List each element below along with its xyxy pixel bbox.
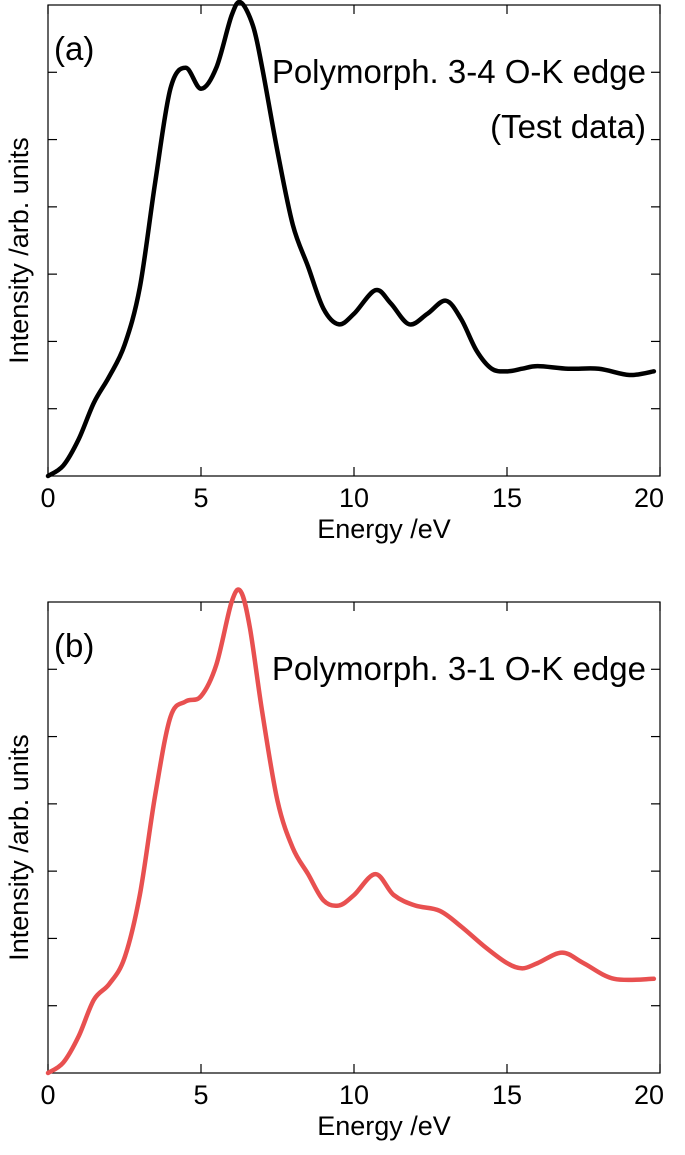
chart-title: Polymorph. 3-1 O-K edge — [272, 650, 646, 687]
series-line — [45, 587, 657, 1076]
panel-b: 0 5 10 15 20 (b) Polymorph. 3-1 O-K edge Ene… — [4, 587, 664, 1141]
x-tick-label: 15 — [492, 1080, 522, 1110]
x-tick-label: 20 — [634, 483, 664, 513]
panel-label: (a) — [54, 30, 94, 67]
ticks — [47, 5, 661, 476]
x-tick-label: 20 — [634, 1080, 664, 1110]
x-tick-label: 10 — [339, 483, 369, 513]
x-tick-label: 10 — [339, 1080, 369, 1110]
chart-subtitle: (Test data) — [490, 108, 646, 145]
x-axis-label: Energy /eV — [317, 514, 451, 544]
x-tick-label: 5 — [193, 1080, 208, 1110]
x-axis-label: Energy /eV — [317, 1111, 451, 1141]
ticks — [47, 602, 661, 1073]
x-tick-label: 5 — [193, 483, 208, 513]
chart-title: Polymorph. 3-4 O-K edge — [272, 53, 646, 90]
x-tick-label: 15 — [492, 483, 522, 513]
x-tick-label: 0 — [40, 1080, 55, 1110]
panel-a: 0 5 10 15 20 (a) Polymorph. 3-4 O-K edge (Te… — [4, 0, 664, 544]
series-line — [45, 0, 657, 479]
panel-label: (b) — [54, 627, 94, 664]
x-tick-labels: 0 5 10 15 20 — [40, 1080, 664, 1110]
x-tick-label: 0 — [40, 483, 55, 513]
x-tick-labels: 0 5 10 15 20 — [40, 483, 664, 513]
y-axis-label: Intensity /arb. units — [4, 734, 34, 961]
y-axis-label: Intensity /arb. units — [4, 137, 34, 364]
